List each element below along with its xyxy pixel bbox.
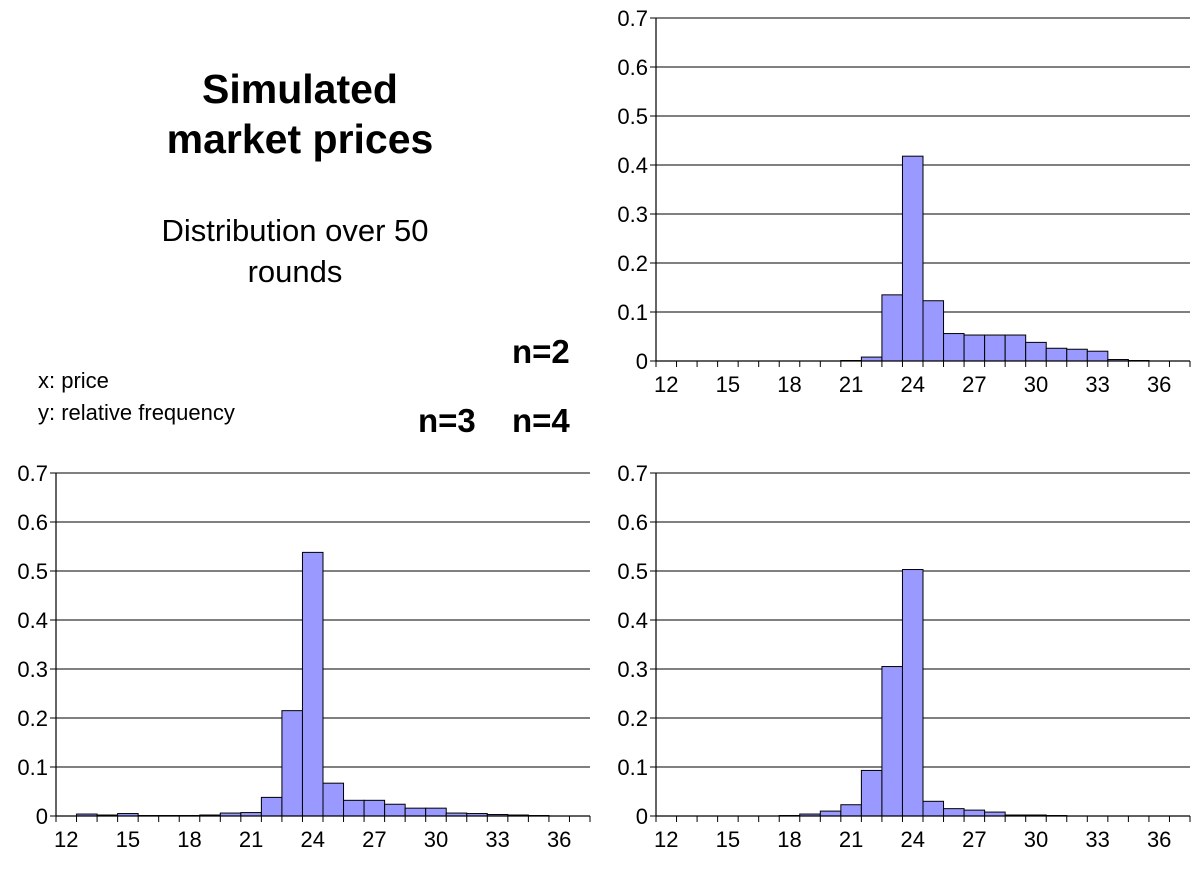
n2-y-tick-label: 0.1 xyxy=(617,300,648,325)
n4-y-tick-label: 0.3 xyxy=(617,657,648,682)
n3-y-tick-label: 0.4 xyxy=(17,608,48,633)
n3-y-tick-label: 0.1 xyxy=(17,755,48,780)
n3-y-tick-label: 0.6 xyxy=(17,510,48,535)
n2-x-tick-label: 12 xyxy=(654,372,678,397)
title-line-1: Simulated xyxy=(202,66,398,112)
n4-bar xyxy=(901,569,924,817)
n2-y-tick-label: 0.6 xyxy=(617,55,648,80)
n4-x-tick-label: 24 xyxy=(900,827,924,852)
n4-y-tick-label: 0 xyxy=(636,804,648,829)
n2-x-tick-label: 21 xyxy=(839,372,863,397)
n4-bar xyxy=(881,666,903,817)
n4-bar xyxy=(922,800,945,817)
n2-x-tick-label: 33 xyxy=(1085,372,1109,397)
n3-x-tick-label: 21 xyxy=(239,827,263,852)
n2-y-tick-label: 0 xyxy=(636,349,648,374)
n2-x-tick-label: 36 xyxy=(1147,372,1171,397)
title-line-2: market prices xyxy=(166,116,434,162)
n3-x-tick-label: 27 xyxy=(362,827,386,852)
n4-x-tick-label: 12 xyxy=(654,827,678,852)
subtitle-line-2: rounds xyxy=(247,254,343,289)
n4-y-tick-label: 0.2 xyxy=(617,706,648,731)
n2-y-tick-label: 0.2 xyxy=(617,251,648,276)
n4-bar xyxy=(943,808,965,817)
n4-y-tick-label: 0.1 xyxy=(617,755,648,780)
n4-y-tick-label: 0.6 xyxy=(617,510,648,535)
n3-y-tick-label: 0 xyxy=(36,804,48,829)
n4-x-tick-label: 27 xyxy=(962,827,986,852)
n3-y-tick-label: 0.7 xyxy=(17,461,48,486)
n3-label: n=3 xyxy=(418,402,476,439)
n3-x-tick-label: 18 xyxy=(177,827,201,852)
n2-x-tick-label: 18 xyxy=(777,372,801,397)
subtitle-line-1: Distribution over 50 xyxy=(161,213,429,248)
n3-x-tick-label: 15 xyxy=(116,827,140,852)
n2-x-tick-label: 15 xyxy=(716,372,740,397)
n3-y-tick-label: 0.2 xyxy=(17,706,48,731)
n4-y-tick-label: 0.7 xyxy=(617,461,648,486)
n2-x-tick-label: 24 xyxy=(900,372,924,397)
page-title: Simulated market prices xyxy=(100,64,500,164)
n2-label: n=2 xyxy=(512,333,570,370)
n4-y-tick-label: 0.4 xyxy=(617,608,648,633)
n2-x-tick-label: 30 xyxy=(1024,372,1048,397)
n2-y-tick-label: 0.4 xyxy=(617,153,648,178)
n4-bar xyxy=(819,810,842,817)
n4-x-tick-label: 36 xyxy=(1147,827,1171,852)
n4-y-tick-label: 0.5 xyxy=(617,559,648,584)
n3-y-tick-label: 0.5 xyxy=(17,559,48,584)
n2-y-tick-label: 0.7 xyxy=(617,6,648,31)
n4-x-tick-label: 21 xyxy=(839,827,863,852)
x-axis-note: x: price xyxy=(38,368,109,393)
n4-bar xyxy=(840,804,862,817)
n3-x-tick-label: 30 xyxy=(424,827,448,852)
n4-x-tick-label: 15 xyxy=(716,827,740,852)
n4-x-tick-label: 18 xyxy=(777,827,801,852)
n3-x-tick-label: 12 xyxy=(54,827,78,852)
page-subtitle: Distribution over 50 rounds xyxy=(100,210,490,292)
n2-y-tick-label: 0.3 xyxy=(617,202,648,227)
n3-y-tick-label: 0.3 xyxy=(17,657,48,682)
n4-x-tick-label: 30 xyxy=(1024,827,1048,852)
n2-y-tick-label: 0.5 xyxy=(617,104,648,129)
n4-bar xyxy=(963,809,986,817)
y-axis-note: y: relative frequency xyxy=(38,400,235,425)
n4-label: n=4 xyxy=(512,402,570,439)
n3-x-tick-label: 33 xyxy=(485,827,509,852)
n3-x-tick-label: 36 xyxy=(547,827,571,852)
n4-bar xyxy=(860,769,883,817)
n2-x-tick-label: 27 xyxy=(962,372,986,397)
n3-x-tick-label: 24 xyxy=(300,827,324,852)
n4-x-tick-label: 33 xyxy=(1085,827,1109,852)
